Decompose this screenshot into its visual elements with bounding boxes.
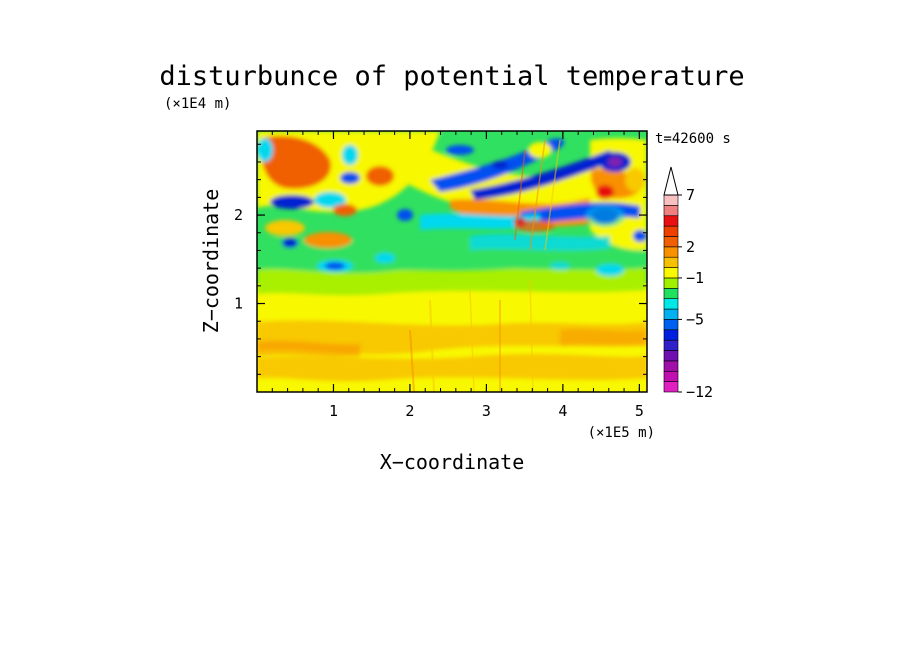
- cell-red-1: [596, 185, 614, 199]
- colorbar: −12−5−127: [663, 166, 713, 401]
- streak-cyan-2: [470, 234, 610, 251]
- time-label: t=42600 s: [655, 131, 731, 147]
- x-tick-label: 5: [635, 402, 644, 420]
- cell-yellow-1: [528, 142, 552, 158]
- plot-frame: [256, 130, 648, 393]
- x-axis-label: X−coordinate: [380, 450, 525, 474]
- cell-cyan-5: [342, 145, 358, 165]
- colorbar-swatch: [663, 329, 679, 341]
- colorbar-tick-label: −5: [686, 310, 704, 328]
- cell-cyan-1: [314, 192, 346, 208]
- y-tick-label: 2: [234, 206, 243, 224]
- colorbar-swatch: [663, 319, 679, 331]
- band-mid-lime: [257, 266, 647, 296]
- colorbar-tick-label: −1: [686, 269, 704, 287]
- cell-cyan-7: [596, 264, 624, 276]
- cell-purple-1: [608, 157, 622, 167]
- cell-cyan-6: [585, 205, 625, 227]
- upper-yellow-center: [400, 140, 647, 211]
- band-low-orange-3: [257, 340, 360, 357]
- colorbar-swatch: [663, 288, 679, 299]
- colorbar-swatch: [663, 277, 679, 289]
- y-axis-ticks: 12: [234, 143, 647, 375]
- colorbar-tick-label: 2: [686, 238, 695, 256]
- colorbar-swatch: [663, 225, 679, 237]
- x-tick-label: 1: [329, 402, 338, 420]
- colorbar-swatch: [663, 370, 679, 382]
- y-unit-label: (×1E4 m): [164, 96, 231, 112]
- cell-blue-3: [282, 238, 298, 248]
- y-tick-label: 1: [234, 295, 243, 313]
- colorbar-swatch: [663, 236, 679, 248]
- cell-blue-4: [325, 262, 345, 270]
- cell-cyan-3: [375, 253, 395, 263]
- colorbar-extend-max: [663, 166, 679, 196]
- band-low-orange-4: [560, 328, 647, 346]
- colorbar-swatch: [663, 205, 679, 217]
- y-axis-label: Z−coordinate: [199, 189, 223, 334]
- cell-cyan-4: [257, 138, 273, 162]
- x-unit-label: (×1E5 m): [588, 425, 655, 441]
- colorbar-swatch: [663, 267, 679, 279]
- colorbar-swatch: [663, 360, 679, 372]
- x-axis-ticks: 1 2 3 4 5: [271, 131, 644, 420]
- cell-orange-3: [304, 232, 352, 248]
- cell-blue-5: [397, 209, 413, 221]
- band-low-orange-2: [257, 354, 647, 382]
- colorbar-swatch: [663, 339, 679, 351]
- colorbar-swatch: [663, 215, 679, 227]
- x-tick-label: 2: [405, 402, 414, 420]
- cell-cyan-8: [550, 262, 570, 270]
- cell-blue-2: [340, 172, 360, 184]
- cell-blue-9: [446, 145, 474, 155]
- x-tick-label: 3: [482, 402, 491, 420]
- cell-blue-8: [633, 230, 647, 242]
- colorbar-swatch: [663, 298, 679, 310]
- colorbar-swatch: [663, 308, 679, 320]
- streak-cyan-1: [420, 213, 540, 230]
- chart-title: disturbunce of potential temperature: [159, 61, 744, 92]
- x-tick-label: 4: [558, 402, 567, 420]
- cell-blue-1: [270, 195, 314, 209]
- cell-orange-2: [366, 166, 394, 186]
- colorbar-swatch: [663, 256, 679, 268]
- cell-orange-1: [333, 204, 357, 216]
- heatmap-field: [257, 131, 647, 392]
- cell-red-2: [514, 217, 526, 227]
- streak-blue-2: [470, 150, 612, 200]
- colorbar-tick-label: −12: [686, 383, 713, 401]
- upper-orange-left: [260, 136, 331, 189]
- colorbar-swatch: [663, 350, 679, 362]
- colorbar-tick-label: 7: [686, 186, 695, 204]
- cell-orange-4: [265, 220, 305, 236]
- colorbar-swatch: [663, 194, 679, 206]
- colorbar-swatch: [663, 381, 679, 393]
- wave-streaks: [409, 139, 561, 392]
- cell-purple-2: [492, 161, 508, 169]
- cell-orange-6: [625, 168, 645, 192]
- colorbar-swatch: [663, 246, 679, 258]
